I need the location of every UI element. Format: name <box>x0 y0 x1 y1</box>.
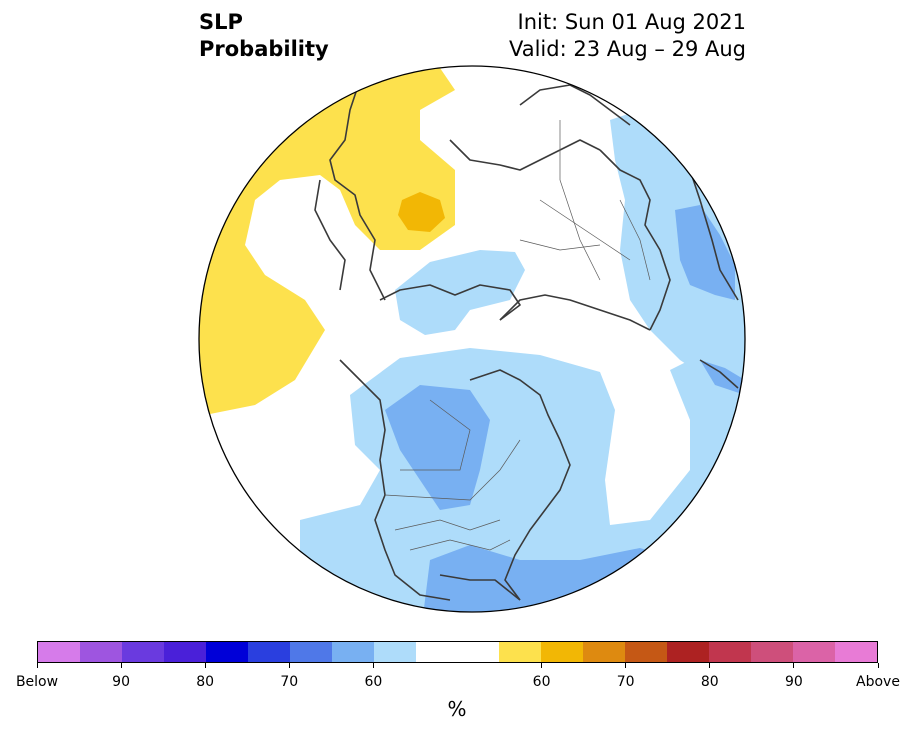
colorbar-tick-label: 70 <box>280 674 299 690</box>
colorbar-swatch <box>667 642 710 662</box>
variable-title: SLP <box>199 10 243 34</box>
init-date: Init: Sun 01 Aug 2021 <box>517 10 746 34</box>
colorbar-tick <box>793 663 795 668</box>
colorbar-tick-label: 80 <box>196 674 215 690</box>
colorbar-tick-label: 60 <box>364 674 383 690</box>
colorbar-tick <box>372 663 374 668</box>
colorbar-tick-label: 80 <box>700 674 719 690</box>
colorbar-tick <box>36 663 38 668</box>
colorbar-swatch <box>835 642 878 662</box>
colorbar-swatch <box>289 642 332 662</box>
colorbar-tick-label: Above <box>856 674 900 690</box>
colorbar-swatch <box>373 642 416 662</box>
colorbar-swatch <box>79 642 122 662</box>
colorbar-tick-label: Below <box>15 674 59 690</box>
colorbar-tick <box>288 663 290 668</box>
colorbar-swatch <box>793 642 836 662</box>
colorbar-swatch <box>247 642 290 662</box>
colorbar-tick <box>877 663 879 668</box>
colorbar-swatch <box>583 642 626 662</box>
colorbar-tick <box>541 663 543 668</box>
below-normal-core-caspian <box>700 360 745 395</box>
colorbar-tick <box>120 663 122 668</box>
colorbar-tick-label: 90 <box>784 674 803 690</box>
colorbar-tick-label: 70 <box>616 674 635 690</box>
below-normal-core-europe <box>675 205 735 300</box>
field-title: Probability <box>199 37 329 61</box>
colorbar-swatch <box>205 642 248 662</box>
colorbar-swatch <box>541 642 584 662</box>
colorbar-tick-label: 60 <box>532 674 551 690</box>
above-normal-core-siberia <box>398 192 445 232</box>
polar-map <box>198 65 746 613</box>
valid-range: Valid: 23 Aug – 29 Aug <box>508 37 746 61</box>
colorbar-tick <box>204 663 206 668</box>
colorbar-swatch <box>625 642 668 662</box>
colorbar-unit: % <box>447 697 467 721</box>
colorbar <box>37 641 878 663</box>
colorbar-swatch <box>457 642 500 662</box>
colorbar-tick-label: 90 <box>112 674 131 690</box>
colorbar-swatch <box>709 642 752 662</box>
globe-outline <box>198 65 746 613</box>
below-normal-core-canada <box>385 385 490 510</box>
colorbar-tick <box>625 663 627 668</box>
globe-background <box>199 66 745 612</box>
title-right: Init: Sun 01 Aug 2021 Valid: 23 Aug – 29… <box>509 9 746 63</box>
colorbar-swatch <box>38 642 80 662</box>
colorbar-swatch <box>499 642 542 662</box>
colorbar-swatch <box>751 642 794 662</box>
title-left: SLP Probability <box>199 9 329 63</box>
borders <box>384 120 651 551</box>
colorbar-swatch <box>163 642 206 662</box>
colorbar-swatch <box>121 642 164 662</box>
colorbar-tick <box>709 663 711 668</box>
colorbar-swatch <box>415 642 458 662</box>
colorbar-swatch <box>331 642 374 662</box>
